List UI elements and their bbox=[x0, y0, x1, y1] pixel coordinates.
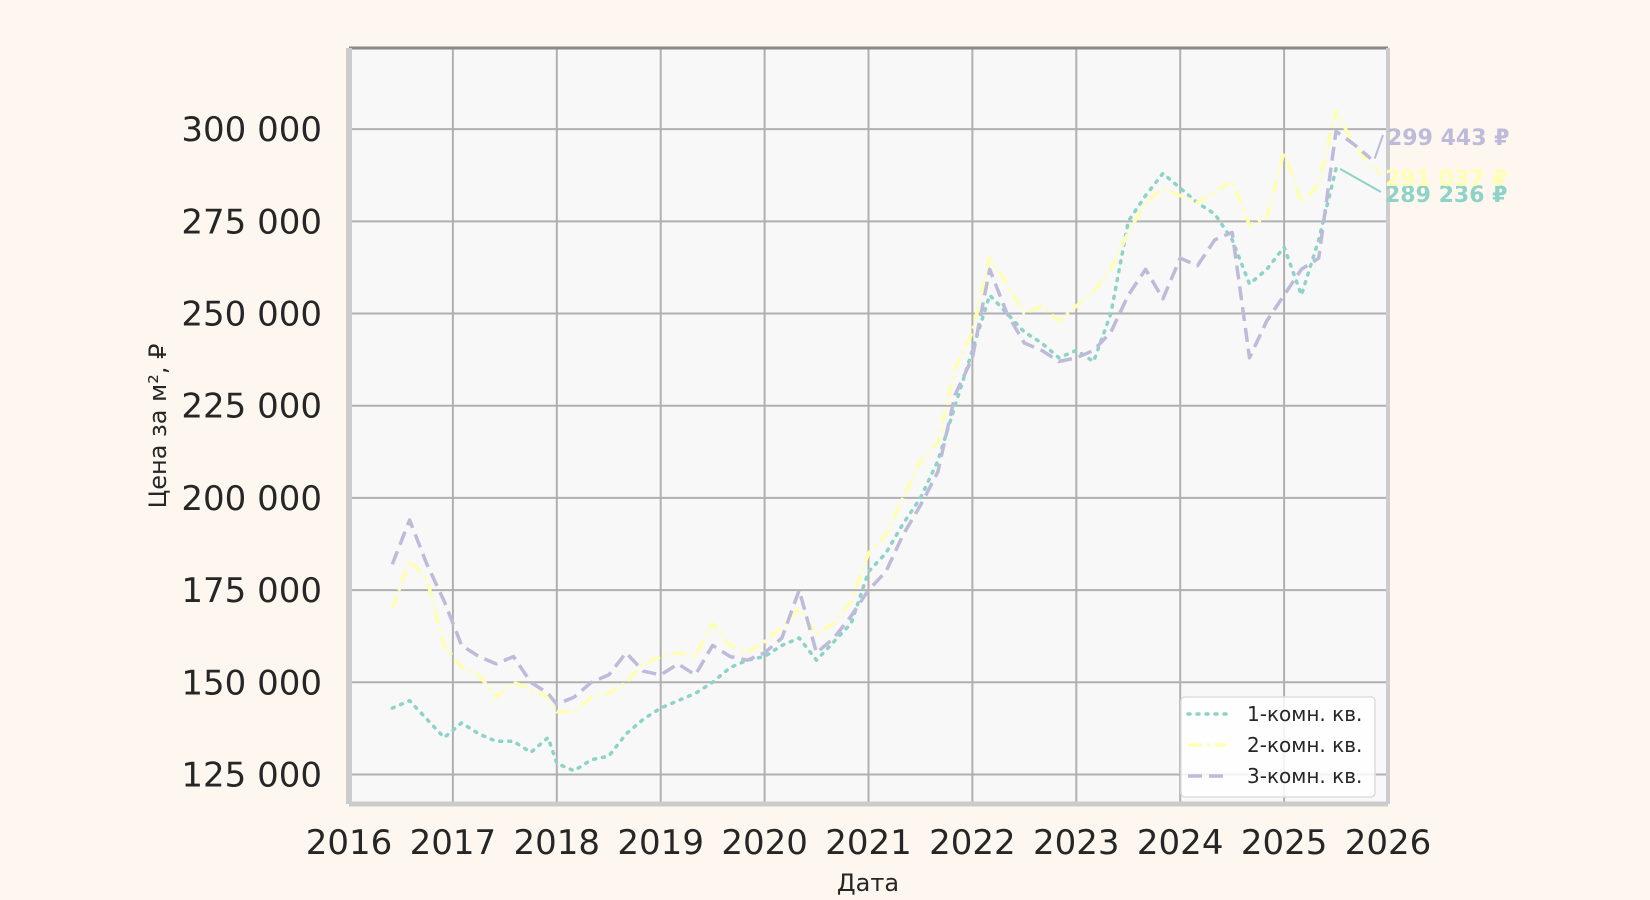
y-tick-label: 200 000 bbox=[181, 479, 322, 519]
annotation-arrow bbox=[1373, 134, 1384, 159]
annotation-label-1: 289 236 ₽ bbox=[1385, 183, 1507, 208]
y-tick-label: 300 000 bbox=[181, 110, 322, 150]
x-tick-label: 2016 bbox=[306, 823, 393, 863]
x-axis-label: Дата bbox=[837, 869, 899, 897]
y-tick-label: 275 000 bbox=[181, 202, 322, 242]
y-axis-ticks: 125 000 150 000 175 000 200 000 225 000 250 0… bbox=[181, 110, 322, 795]
x-tick-label: 2026 bbox=[1345, 823, 1432, 863]
last-value-annotations: 289 236 ₽291 037 ₽ 299 443 ₽ bbox=[1339, 126, 1509, 208]
y-tick-label: 225 000 bbox=[181, 387, 322, 427]
annotation-label-2: 291 037 ₽ bbox=[1385, 167, 1507, 192]
x-tick-label: 2024 bbox=[1137, 823, 1224, 863]
series-lines bbox=[390, 108, 1373, 773]
y-tick-label: 175 000 bbox=[181, 571, 322, 611]
series-line-1 bbox=[390, 167, 1338, 773]
series-line-2 bbox=[390, 108, 1373, 714]
legend-box bbox=[1180, 696, 1376, 798]
legend-label-3: 3-комн. кв. bbox=[1247, 764, 1362, 788]
x-tick-label: 2023 bbox=[1033, 823, 1120, 863]
series-line-3 bbox=[390, 129, 1372, 707]
y-tick-label: 125 000 bbox=[181, 755, 322, 795]
x-tick-label: 2018 bbox=[514, 823, 601, 863]
x-tick-label: 2025 bbox=[1241, 823, 1328, 863]
x-tick-label: 2021 bbox=[825, 823, 912, 863]
annotation-arrow bbox=[1339, 167, 1382, 193]
legend-label-1: 1-комн. кв. bbox=[1247, 702, 1362, 726]
annotation-arrow bbox=[1373, 165, 1382, 177]
x-axis-ticks: 2016 2017 2018 2019 2020 2021 2022 2023 2024 2025… bbox=[306, 823, 1432, 863]
x-tick-label: 2019 bbox=[617, 823, 704, 863]
x-tick-label: 2020 bbox=[721, 823, 808, 863]
x-tick-label: 2022 bbox=[929, 823, 1016, 863]
legend-label-2: 2-комн. кв. bbox=[1247, 733, 1362, 757]
y-tick-label: 150 000 bbox=[181, 663, 322, 703]
y-axis-label: Цена за м², ₽ bbox=[144, 344, 172, 509]
y-tick-label: 250 000 bbox=[181, 295, 322, 335]
legend: 1-комн. кв. 2-комн. кв. 3-комн. кв. bbox=[1180, 696, 1376, 798]
x-tick-label: 2017 bbox=[410, 823, 497, 863]
annotation-label-3: 299 443 ₽ bbox=[1387, 126, 1509, 151]
